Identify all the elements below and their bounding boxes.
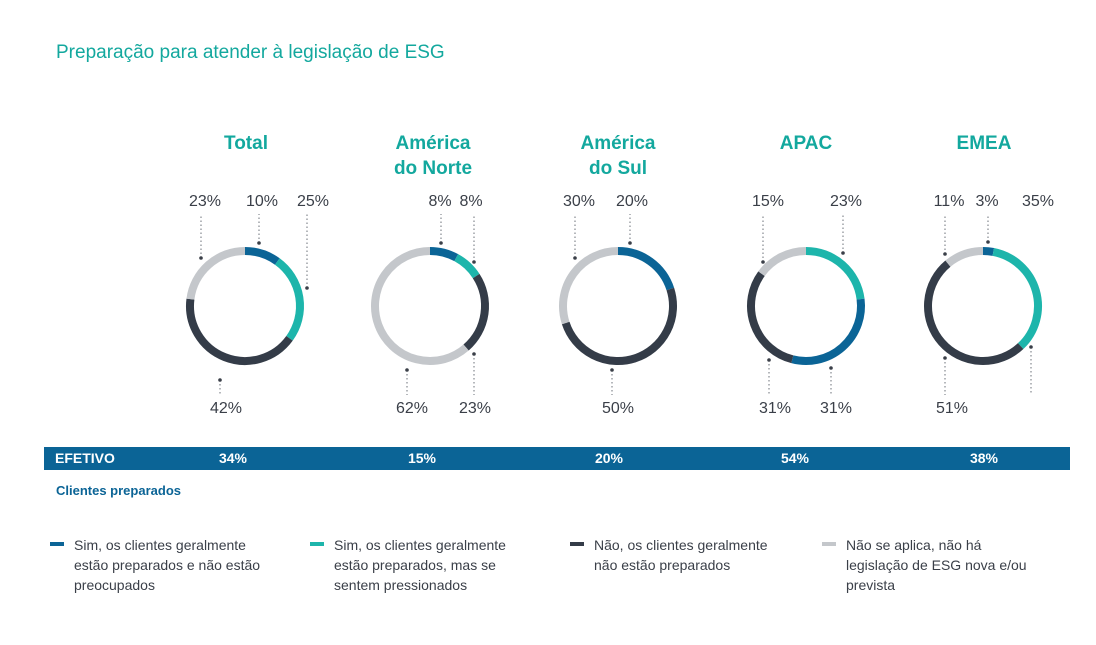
legend-line: Não se aplica, não há xyxy=(846,537,982,553)
donut-slice xyxy=(186,247,246,300)
leader-dot xyxy=(472,260,476,264)
legend-text: Sim, os clientes geralmente estão prepar… xyxy=(334,535,506,595)
region-title-line: América xyxy=(395,133,471,154)
slice-percent-label: 31% xyxy=(759,400,791,417)
legend-swatch xyxy=(822,542,836,546)
slice-percent-label: 11% xyxy=(934,193,965,210)
leader-dot xyxy=(767,358,771,362)
legend-line: estão preparados, mas se xyxy=(334,557,496,573)
slice-percent-label: 8% xyxy=(428,193,451,210)
leader-dot xyxy=(199,256,203,260)
slice-percent-label: 31% xyxy=(820,400,852,417)
leader-dot xyxy=(610,368,614,372)
slice-percent-label: 23% xyxy=(189,193,221,210)
leader-dot xyxy=(472,352,476,356)
legend-text: Não se aplica, não há legislação de ESG … xyxy=(846,535,1027,595)
region-title-total: Total xyxy=(171,131,321,156)
efetivo-value-america-do-sul: 20% xyxy=(594,450,624,466)
donut-slice xyxy=(429,247,459,262)
legend-line: Não, os clientes geralmente xyxy=(594,537,768,553)
leader-dot xyxy=(829,366,833,370)
legend-line: estão preparados e não estão xyxy=(74,557,261,573)
legend-line: prevista xyxy=(846,577,896,593)
legend-subtitle: Clientes preparados xyxy=(56,483,181,498)
slice-percent-label: 15% xyxy=(752,193,784,210)
leader-dot xyxy=(986,240,990,244)
donut-slice xyxy=(805,247,865,300)
slice-percent-label: 10% xyxy=(246,193,278,210)
leader-dot xyxy=(439,241,443,245)
legend-line: preocupados xyxy=(74,577,155,593)
donut-slice xyxy=(791,298,865,365)
donut-slice xyxy=(559,247,619,325)
region-title-line: do Sul xyxy=(588,158,648,179)
efetivo-value-total: 34% xyxy=(218,450,248,466)
slice-percent-label: 35% xyxy=(1022,193,1054,210)
slice-percent-label: 3% xyxy=(975,193,998,210)
donut-slice xyxy=(244,247,280,265)
legend-line: Sim, os clientes geralmente xyxy=(74,537,246,553)
leader-dot xyxy=(761,260,765,264)
region-title-america-do-sul: América do Sul xyxy=(543,131,693,181)
legend-swatch xyxy=(570,542,584,546)
slice-percent-label: 50% xyxy=(602,400,634,417)
legend-swatch xyxy=(310,542,324,546)
donut-slice xyxy=(463,273,489,351)
donut-slice xyxy=(747,271,794,364)
legend-line: Sim, os clientes geralmente xyxy=(334,537,506,553)
leader-dot xyxy=(943,252,947,256)
legend-line: não estão preparados xyxy=(594,557,731,573)
slice-percent-label: 62% xyxy=(396,400,428,417)
region-title-emea: EMEA xyxy=(909,131,1059,156)
efetivo-value-apac: 54% xyxy=(780,450,810,466)
leader-dot xyxy=(628,241,632,245)
legend-swatch xyxy=(50,542,64,546)
region-title-line: América xyxy=(580,133,656,154)
legend-line: legislação de ESG nova e/ou xyxy=(846,557,1027,573)
leader-dot xyxy=(305,286,309,290)
slice-percent-label: 23% xyxy=(459,400,491,417)
region-title-line: Total xyxy=(224,133,268,154)
leader-dot xyxy=(405,368,409,372)
donut-slice xyxy=(371,247,469,365)
donut-slice xyxy=(274,258,304,341)
donut-slice xyxy=(186,298,293,365)
leader-dot xyxy=(257,241,261,245)
donut-slice xyxy=(982,247,995,256)
efetivo-label: EFETIVO xyxy=(55,450,115,466)
legend-text: Não, os clientes geralmente não estão pr… xyxy=(594,535,768,575)
region-title-line: APAC xyxy=(779,133,833,154)
leader-dot xyxy=(218,378,222,382)
slice-percent-label: 23% xyxy=(830,193,862,210)
region-title-apac: APAC xyxy=(731,131,881,156)
legend-text: Sim, os clientes geralmente estão prepar… xyxy=(74,535,260,595)
leader-dot xyxy=(1029,345,1033,349)
donut-slice xyxy=(924,260,1024,365)
region-title-line: EMEA xyxy=(956,133,1012,154)
slice-percent-label: 20% xyxy=(616,193,648,210)
chart-title: Preparação para atender à legislação de … xyxy=(56,42,445,63)
leader-dot xyxy=(841,251,845,255)
region-title-line: do Norte xyxy=(393,158,473,179)
slice-percent-label: 51% xyxy=(936,400,968,417)
donut-slice xyxy=(945,247,984,267)
legend-line: sentem pressionados xyxy=(334,577,468,593)
slice-percent-label: 30% xyxy=(563,193,595,210)
region-title-america-do-norte: América do Norte xyxy=(358,131,508,181)
efetivo-value-emea: 38% xyxy=(969,450,999,466)
efetivo-value-america-do-norte: 15% xyxy=(407,450,437,466)
donut-slice xyxy=(992,248,1042,350)
donut-slice xyxy=(617,247,675,291)
slice-percent-label: 42% xyxy=(210,400,242,417)
slice-percent-label: 25% xyxy=(297,193,329,210)
donut-slice xyxy=(758,247,807,277)
donut-charts: 10% 25% 42% 23% 8% 8% 23% 62% 20% 50% 30% 23% 31% 31%… xyxy=(186,193,1054,417)
leader-dot xyxy=(943,356,947,360)
donut-slice xyxy=(561,287,677,365)
leader-dot xyxy=(573,256,577,260)
slice-percent-label: 8% xyxy=(459,193,482,210)
donut-slice xyxy=(454,254,480,279)
efetivo-band: EFETIVO 34% 15% 20% 54% 38% xyxy=(44,447,1070,470)
